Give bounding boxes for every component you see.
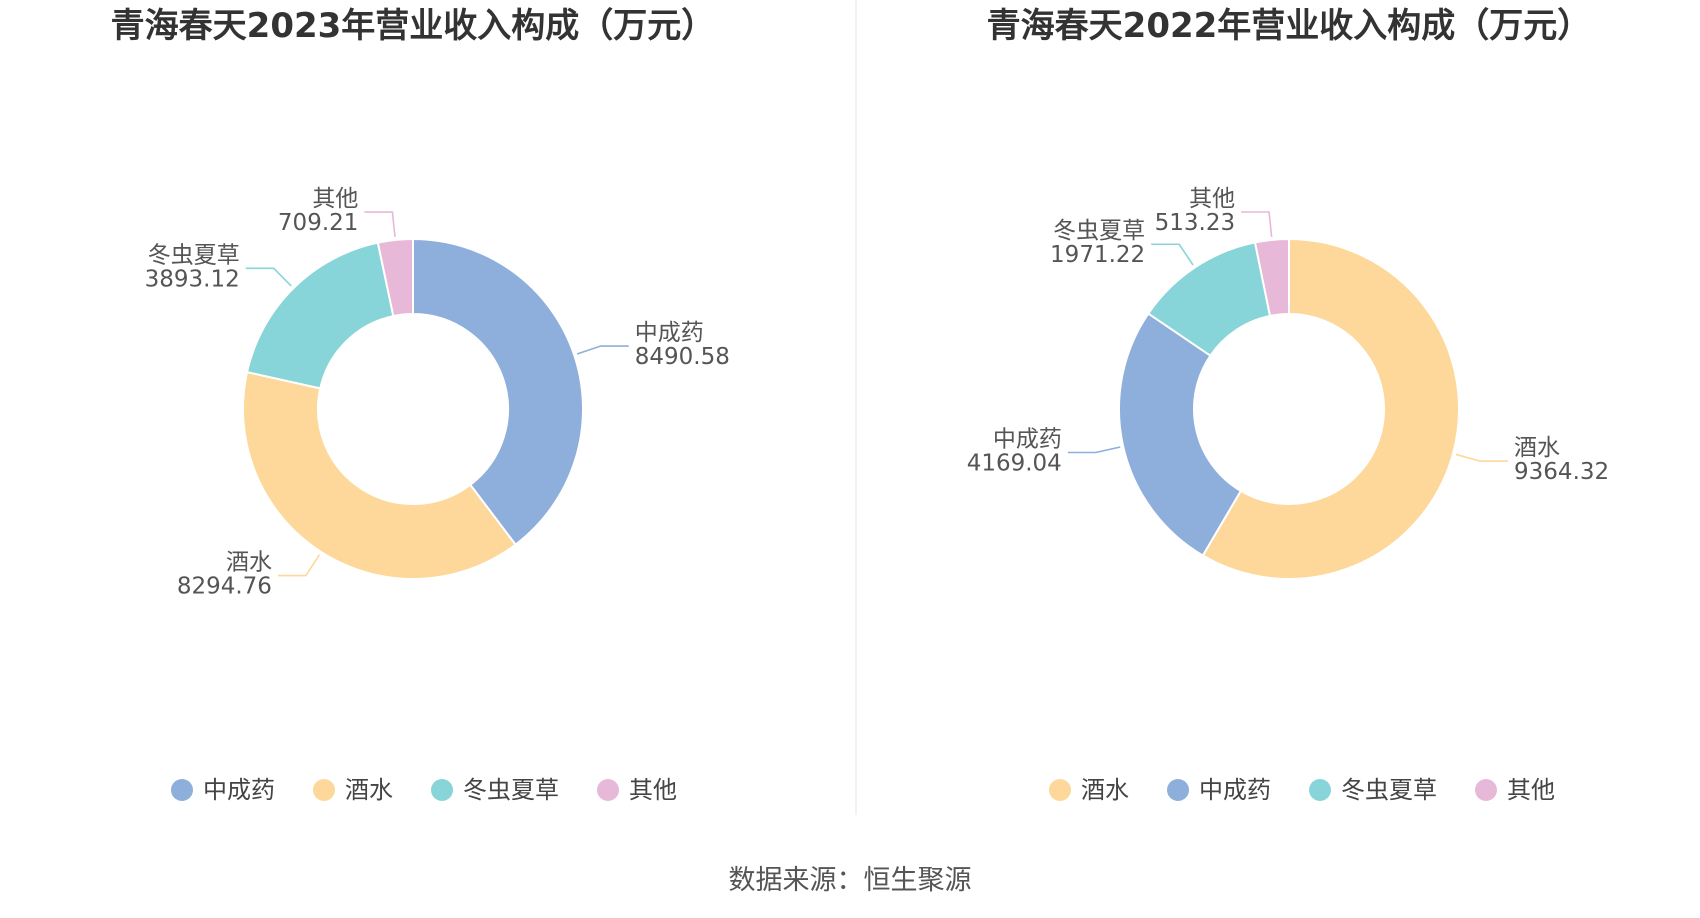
- legend-label: 冬虫夏草: [463, 776, 559, 804]
- legend-label: 其他: [1507, 776, 1555, 804]
- legend-label: 冬虫夏草: [1341, 776, 1437, 804]
- legend-marker: [1049, 779, 1071, 801]
- leader-line: [576, 345, 629, 355]
- leader-line: [1067, 446, 1121, 454]
- donut-slice: [376, 237, 414, 318]
- slice-label-value: 513.23: [1155, 210, 1235, 236]
- data-source: 数据来源：恒生聚源: [729, 865, 972, 896]
- leader-line: [277, 554, 321, 577]
- slice-label-name: 酒水: [226, 550, 272, 576]
- chart-panel-2022: 青海春天2022年营业收入构成（万元） 酒水9364.32中成药4169.04冬…: [967, 6, 1609, 804]
- leader-line: [245, 267, 292, 287]
- legend-item[interactable]: 酒水: [313, 776, 393, 804]
- slice-label-name: 中成药: [993, 426, 1062, 452]
- leader-line: [1455, 453, 1509, 462]
- slice-label-name: 冬虫夏草: [148, 242, 240, 268]
- donut-slice: [242, 370, 517, 580]
- slice-label-value: 4169.04: [967, 450, 1062, 476]
- slice-label-name: 酒水: [1514, 435, 1560, 461]
- legend-label: 中成药: [203, 776, 275, 804]
- slice-label-value: 8294.76: [177, 574, 272, 600]
- legend: 中成药 酒水 冬虫夏草 其他: [171, 776, 677, 804]
- legend-label: 其他: [629, 776, 677, 804]
- legend-marker: [597, 779, 619, 801]
- donut-slice: [245, 241, 395, 390]
- donut-slice: [1118, 312, 1243, 557]
- legend-marker: [313, 779, 335, 801]
- legend-item[interactable]: 冬虫夏草: [431, 776, 559, 804]
- legend-marker: [1475, 779, 1497, 801]
- legend-label: 中成药: [1199, 776, 1271, 804]
- legend-marker: [1309, 779, 1331, 801]
- legend: 酒水 中成药 冬虫夏草 其他: [1049, 776, 1555, 804]
- chart-panel-2023: 青海春天2023年营业收入构成（万元） 中成药8490.58酒水8294.76冬…: [111, 6, 730, 804]
- legend-item[interactable]: 其他: [597, 776, 677, 804]
- slice-label-name: 中成药: [635, 320, 704, 346]
- donut-slice: [412, 237, 584, 547]
- donut-slices: [242, 237, 584, 580]
- legend-marker: [431, 779, 453, 801]
- legend-item[interactable]: 其他: [1475, 776, 1555, 804]
- slice-label-name: 其他: [1189, 186, 1235, 212]
- slice-label-value: 8490.58: [635, 344, 730, 370]
- slice-label-value: 3893.12: [145, 266, 240, 292]
- slice-label-name: 其他: [312, 186, 358, 212]
- donut-slice: [1201, 237, 1460, 580]
- leader-line: [1241, 211, 1273, 237]
- slice-label-name: 冬虫夏草: [1053, 218, 1145, 244]
- leader-line: [1151, 243, 1194, 266]
- slice-label-value: 1971.22: [1050, 242, 1145, 268]
- legend-item[interactable]: 中成药: [171, 776, 275, 804]
- chart-title: 青海春天2022年营业收入构成（万元）: [987, 6, 1592, 46]
- legend-item[interactable]: 酒水: [1049, 776, 1129, 804]
- legend-marker: [1167, 779, 1189, 801]
- slice-label-value: 709.21: [278, 210, 358, 236]
- leader-line: [364, 211, 396, 238]
- slice-label-value: 9364.32: [1514, 459, 1609, 485]
- donut-slice: [1253, 237, 1290, 318]
- legend-label: 酒水: [1081, 776, 1129, 804]
- chart-title: 青海春天2023年营业收入构成（万元）: [111, 6, 716, 46]
- legend-label: 酒水: [345, 776, 393, 804]
- legend-item[interactable]: 中成药: [1167, 776, 1271, 804]
- donut-slices: [1118, 237, 1460, 580]
- legend-item[interactable]: 冬虫夏草: [1309, 776, 1437, 804]
- legend-marker: [171, 779, 193, 801]
